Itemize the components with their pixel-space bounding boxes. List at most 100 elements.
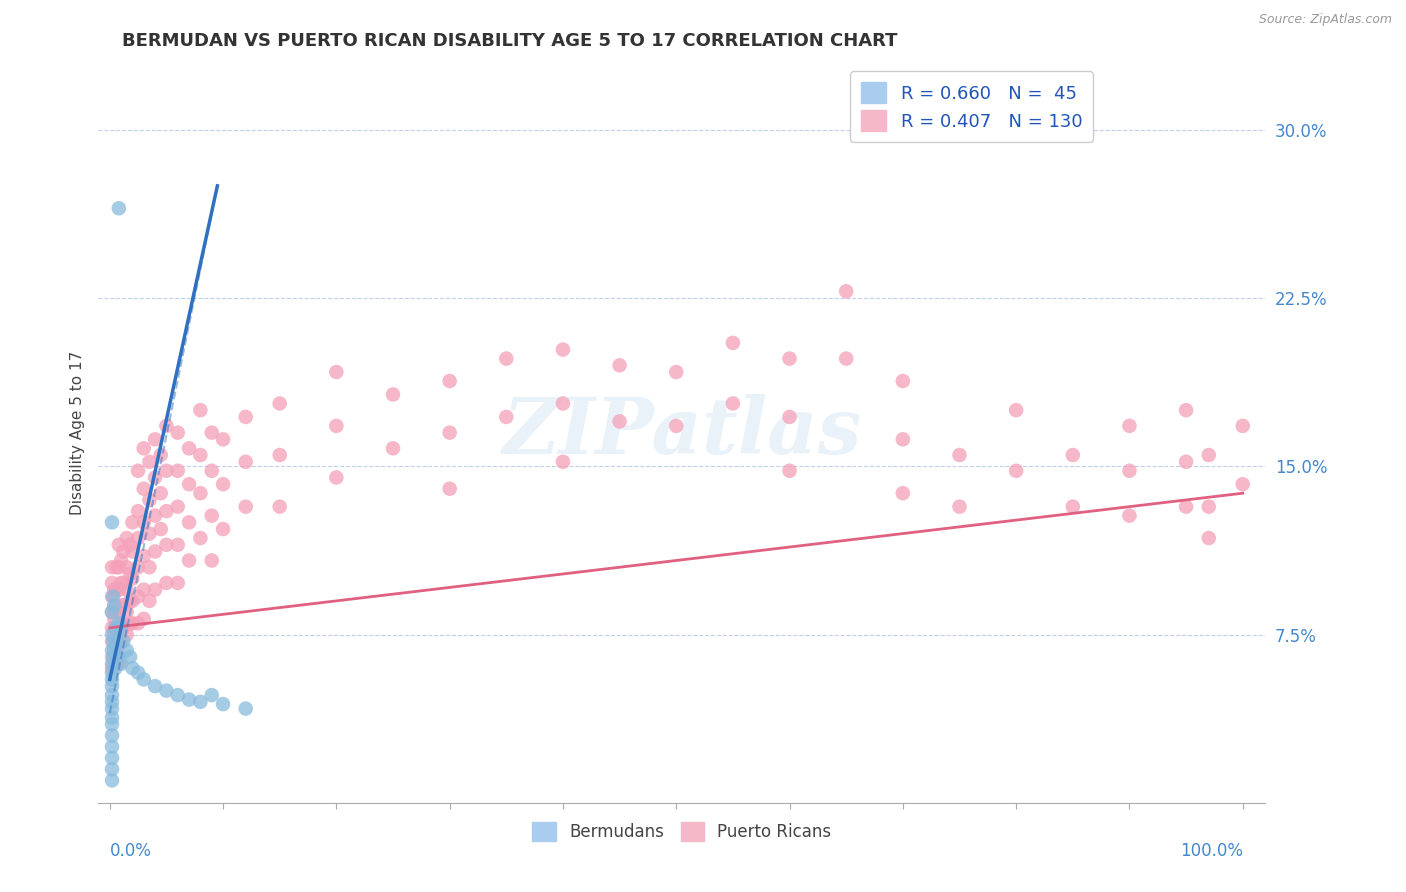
Point <box>132 673 155 687</box>
Point <box>382 387 405 401</box>
Point <box>101 516 124 530</box>
Point <box>551 343 574 357</box>
Point <box>149 522 172 536</box>
Point <box>665 418 688 433</box>
Point <box>891 374 914 388</box>
Point <box>143 508 166 523</box>
Point <box>149 448 172 462</box>
Point <box>212 697 235 711</box>
Point <box>104 621 127 635</box>
Point <box>127 531 149 545</box>
Point <box>551 396 574 410</box>
Point <box>155 683 177 698</box>
Point <box>101 634 124 648</box>
Point <box>108 621 131 635</box>
Point <box>721 396 744 410</box>
Point <box>1118 418 1140 433</box>
Point <box>105 621 128 635</box>
Point <box>120 566 142 581</box>
Point <box>110 599 132 613</box>
Point <box>101 695 124 709</box>
Point <box>112 544 135 558</box>
Point <box>269 448 291 462</box>
Point <box>325 365 347 379</box>
Point <box>138 594 160 608</box>
Point <box>112 621 135 635</box>
Point <box>1198 448 1220 462</box>
Point <box>177 477 200 491</box>
Point <box>138 492 160 507</box>
Point <box>177 553 200 567</box>
Point <box>101 717 124 731</box>
Point <box>143 679 166 693</box>
Point <box>269 396 291 410</box>
Point <box>235 701 257 715</box>
Point <box>121 544 143 558</box>
Point <box>166 425 188 440</box>
Point <box>212 522 235 536</box>
Point <box>101 605 124 619</box>
Point <box>101 650 124 665</box>
Y-axis label: Disability Age 5 to 17: Disability Age 5 to 17 <box>69 351 84 515</box>
Point <box>101 679 124 693</box>
Point <box>155 504 177 518</box>
Point <box>948 500 970 514</box>
Point <box>132 482 155 496</box>
Point <box>495 351 517 366</box>
Point <box>101 701 124 715</box>
Point <box>112 599 135 613</box>
Point <box>190 403 212 417</box>
Point <box>132 442 155 456</box>
Point <box>1118 464 1140 478</box>
Point <box>325 418 347 433</box>
Point <box>212 477 235 491</box>
Point <box>1062 500 1084 514</box>
Point <box>101 661 124 675</box>
Point <box>1175 403 1198 417</box>
Point <box>177 692 200 706</box>
Point <box>609 414 631 428</box>
Point <box>108 560 131 574</box>
Point <box>891 486 914 500</box>
Point <box>127 504 149 518</box>
Point <box>325 470 347 484</box>
Point <box>110 553 132 567</box>
Point <box>155 576 177 591</box>
Point <box>138 526 160 541</box>
Point <box>235 409 257 424</box>
Point <box>121 594 143 608</box>
Point <box>120 616 142 631</box>
Point <box>382 442 405 456</box>
Point <box>120 538 142 552</box>
Point <box>105 634 128 648</box>
Point <box>101 576 124 591</box>
Point <box>110 616 132 631</box>
Point <box>190 695 212 709</box>
Point <box>120 650 142 665</box>
Point <box>110 657 132 671</box>
Point <box>835 285 858 299</box>
Point <box>235 500 257 514</box>
Text: Source: ZipAtlas.com: Source: ZipAtlas.com <box>1258 13 1392 27</box>
Point <box>155 538 177 552</box>
Point <box>495 409 517 424</box>
Point <box>103 627 125 641</box>
Point <box>143 470 166 484</box>
Point <box>108 616 131 631</box>
Point <box>269 500 291 514</box>
Point <box>101 634 124 648</box>
Point <box>127 616 149 631</box>
Point <box>115 582 138 597</box>
Point <box>1005 403 1028 417</box>
Point <box>101 650 124 665</box>
Point <box>166 576 188 591</box>
Point <box>101 673 124 687</box>
Point <box>132 549 155 563</box>
Point <box>1198 531 1220 545</box>
Point <box>115 643 138 657</box>
Point <box>101 643 124 657</box>
Point <box>127 560 149 574</box>
Point <box>115 605 138 619</box>
Point <box>1175 500 1198 514</box>
Point <box>439 425 461 440</box>
